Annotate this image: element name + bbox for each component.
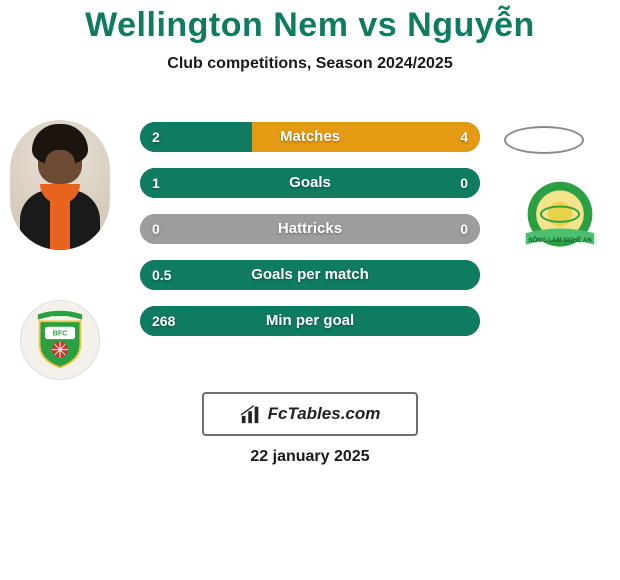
right-player-placeholder <box>504 126 584 154</box>
left-club-badge: BFC BECAMEX <box>20 300 100 380</box>
stat-label: Matches <box>140 122 480 152</box>
brand-watermark: FcTables.com <box>202 392 418 436</box>
stat-value-left: 268 <box>152 306 175 336</box>
shield-badge-icon: BFC BECAMEX <box>29 309 91 371</box>
stat-label: Goals per match <box>140 260 480 290</box>
stat-row: Goals1 0 <box>140 168 480 198</box>
stat-value-right: 4 <box>460 122 468 152</box>
stat-row: Goals per match0.5 <box>140 260 480 290</box>
stat-value-right: 0 <box>460 214 468 244</box>
stat-label: Min per goal <box>140 306 480 336</box>
stat-label: Goals <box>140 168 480 198</box>
stat-value-right: 0 <box>460 168 468 198</box>
svg-text:SÔNG LAM NGHỆ AN: SÔNG LAM NGHỆ AN <box>528 236 592 244</box>
stat-label: Hattricks <box>140 214 480 244</box>
stat-row: Min per goal268 <box>140 306 480 336</box>
stat-row: Matches2 4 <box>140 122 480 152</box>
stat-value-left: 2 <box>152 122 160 152</box>
brand-text: FcTables.com <box>268 404 381 424</box>
right-club-badge: SÔNG LAM NGHỆ AN <box>520 178 600 258</box>
comparison-chart: Matches24Goals10Hattricks00Goals per mat… <box>140 122 480 352</box>
svg-text:BFC: BFC <box>53 330 68 338</box>
generation-date: 22 january 2025 <box>0 448 620 466</box>
stat-value-left: 1 <box>152 168 160 198</box>
left-player-avatar <box>10 120 110 250</box>
page-subtitle: Club competitions, Season 2024/2025 <box>0 55 620 73</box>
svg-text:BECAMEX: BECAMEX <box>50 315 70 320</box>
page-title: Wellington Nem vs Nguyễn <box>0 0 620 45</box>
stat-value-left: 0.5 <box>152 260 171 290</box>
stat-value-left: 0 <box>152 214 160 244</box>
circle-badge-icon: SÔNG LAM NGHỆ AN <box>520 178 600 258</box>
stat-row: Hattricks0 0 <box>140 214 480 244</box>
bar-chart-icon <box>240 403 262 425</box>
